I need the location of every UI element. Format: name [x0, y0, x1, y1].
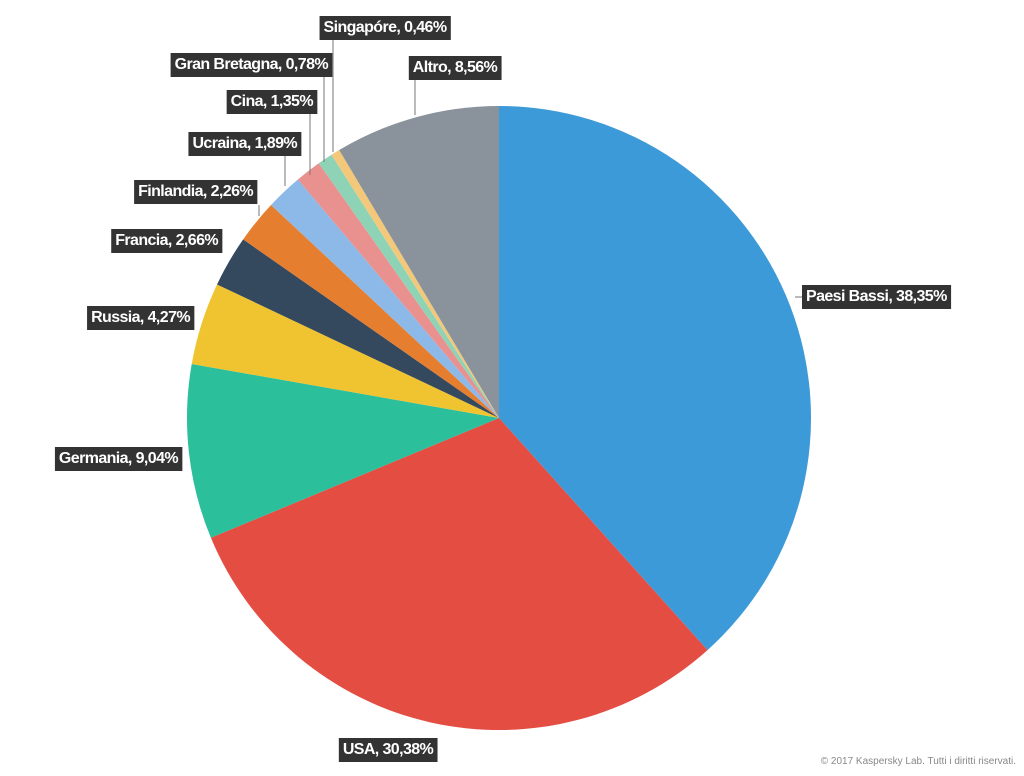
slice-label: Finlandia, 2,26%	[134, 180, 258, 204]
slice-label-text: USA, 30,38%	[343, 741, 434, 758]
label-box	[54, 447, 183, 471]
pie-slice	[297, 163, 499, 418]
pie-slice	[217, 239, 499, 418]
label-box	[134, 180, 258, 204]
slice-label-text: Gran Bretagna, 0,78%	[175, 56, 329, 73]
pie-slice	[210, 418, 708, 730]
label-box	[319, 16, 451, 40]
label-box	[226, 90, 318, 114]
slice-label: USA, 30,38%	[338, 738, 438, 762]
slice-label-text: Ucraina, 1,89%	[192, 135, 297, 152]
pie-slice	[499, 106, 811, 651]
label-box	[87, 306, 195, 330]
slice-label: Ucraina, 1,89%	[188, 132, 302, 156]
label-box	[188, 132, 302, 156]
label-box	[338, 738, 438, 762]
label-box	[802, 285, 952, 309]
pie-slice	[271, 179, 499, 418]
pie-slice	[331, 150, 499, 418]
slice-label: Altro, 8,56%	[408, 56, 502, 80]
slice-label: Russia, 4,27%	[87, 306, 195, 330]
pie-slice	[339, 106, 499, 418]
slice-label: Singapóre, 0,46%	[319, 16, 451, 40]
pie-slice	[318, 154, 499, 419]
slice-label: Gran Bretagna, 0,78%	[170, 53, 333, 77]
slice-label: Paesi Bassi, 38,35%	[802, 285, 952, 309]
slice-label-text: Finlandia, 2,26%	[138, 183, 253, 200]
slice-label-text: Cina, 1,35%	[231, 93, 314, 110]
slice-label: Cina, 1,35%	[226, 90, 318, 114]
slice-label: Germania, 9,04%	[54, 447, 183, 471]
slice-label-text: Russia, 4,27%	[91, 309, 190, 326]
slice-label-text: Germania, 9,04%	[59, 450, 178, 467]
label-box	[408, 56, 502, 80]
slice-label-text: Paesi Bassi, 38,35%	[806, 288, 947, 305]
pie-slice	[191, 284, 499, 418]
credit: © 2017 Kaspersky Lab. Tutti i diritti ri…	[821, 756, 1016, 767]
pie-slice	[187, 363, 499, 538]
slice-label-text: Singapóre, 0,46%	[324, 19, 447, 36]
slice-label: Francia, 2,66%	[111, 229, 223, 253]
label-box	[111, 229, 223, 253]
pie	[187, 106, 811, 730]
label-box	[170, 53, 333, 77]
pie-slice	[243, 204, 499, 418]
slice-label-text: Francia, 2,66%	[115, 232, 218, 249]
slice-label-text: Altro, 8,56%	[413, 59, 498, 76]
